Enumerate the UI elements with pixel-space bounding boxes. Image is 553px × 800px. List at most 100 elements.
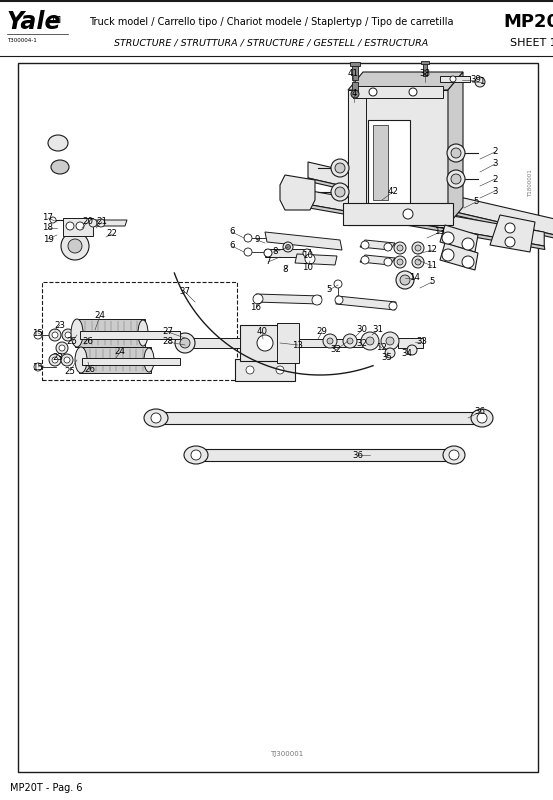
Text: 24: 24 — [114, 347, 126, 357]
Circle shape — [385, 348, 395, 358]
Text: 25: 25 — [66, 338, 77, 346]
Text: 17: 17 — [43, 214, 54, 222]
Text: 2: 2 — [492, 147, 498, 157]
Text: 39: 39 — [471, 75, 482, 85]
Circle shape — [369, 88, 377, 96]
Bar — [423, 62, 427, 76]
Text: 8: 8 — [272, 247, 278, 257]
Polygon shape — [308, 162, 553, 237]
Bar — [421, 61, 429, 64]
Text: 12: 12 — [426, 246, 437, 254]
Bar — [373, 125, 388, 200]
Polygon shape — [448, 72, 463, 225]
Circle shape — [49, 329, 61, 341]
Bar — [348, 90, 448, 225]
Text: 13: 13 — [435, 227, 446, 237]
Circle shape — [312, 295, 322, 305]
Text: 31: 31 — [373, 326, 383, 334]
Text: SHEET 1: SHEET 1 — [510, 38, 553, 48]
Circle shape — [447, 144, 465, 162]
Circle shape — [381, 332, 399, 350]
Text: 21: 21 — [97, 218, 107, 226]
Bar — [398, 338, 423, 348]
Circle shape — [361, 332, 379, 350]
Polygon shape — [440, 225, 478, 252]
Text: 6: 6 — [229, 227, 235, 237]
Circle shape — [335, 296, 343, 304]
Circle shape — [442, 232, 454, 244]
Circle shape — [52, 357, 58, 363]
Text: 5: 5 — [473, 198, 479, 206]
Text: 34: 34 — [401, 349, 413, 358]
Text: 4: 4 — [351, 90, 357, 98]
Text: 24: 24 — [95, 311, 106, 321]
Ellipse shape — [471, 409, 493, 427]
Circle shape — [175, 333, 195, 353]
Text: T300004-1: T300004-1 — [7, 38, 36, 43]
Circle shape — [65, 332, 71, 338]
Circle shape — [386, 337, 394, 345]
Circle shape — [505, 237, 515, 247]
Circle shape — [442, 249, 454, 261]
Circle shape — [394, 242, 406, 254]
Text: 29: 29 — [316, 327, 327, 337]
Text: 19: 19 — [43, 234, 54, 243]
Circle shape — [253, 294, 263, 304]
Text: 5: 5 — [429, 278, 435, 286]
Circle shape — [331, 159, 349, 177]
Polygon shape — [295, 254, 337, 265]
Circle shape — [450, 76, 456, 82]
Text: 27: 27 — [163, 327, 174, 337]
Circle shape — [244, 234, 252, 242]
Circle shape — [347, 338, 353, 344]
Ellipse shape — [144, 409, 168, 427]
Circle shape — [412, 256, 424, 268]
Bar — [79, 347, 151, 373]
Circle shape — [276, 366, 284, 374]
Circle shape — [89, 219, 97, 227]
Circle shape — [394, 256, 406, 268]
Circle shape — [415, 259, 421, 265]
Polygon shape — [490, 215, 535, 252]
Ellipse shape — [443, 446, 465, 464]
Text: 33: 33 — [416, 338, 427, 346]
Bar — [352, 64, 358, 80]
Ellipse shape — [184, 446, 208, 464]
Circle shape — [335, 187, 345, 197]
Circle shape — [257, 335, 273, 351]
Polygon shape — [93, 220, 127, 226]
Circle shape — [361, 256, 369, 264]
Circle shape — [449, 450, 459, 460]
Text: 38: 38 — [420, 70, 430, 78]
Text: 23: 23 — [55, 321, 65, 330]
Text: 28: 28 — [163, 338, 174, 346]
Circle shape — [407, 345, 417, 355]
Text: 10: 10 — [302, 263, 314, 273]
Circle shape — [244, 248, 252, 256]
Text: 15: 15 — [33, 362, 44, 371]
Bar — [235, 359, 295, 381]
Circle shape — [97, 219, 105, 227]
Text: 16: 16 — [251, 303, 262, 313]
Circle shape — [477, 413, 487, 423]
Text: 6: 6 — [229, 242, 235, 250]
Circle shape — [66, 222, 74, 230]
Text: 36: 36 — [352, 450, 363, 459]
Text: 11: 11 — [426, 262, 437, 270]
Polygon shape — [308, 178, 553, 240]
Circle shape — [351, 90, 359, 98]
Circle shape — [384, 258, 392, 266]
Circle shape — [397, 259, 403, 265]
Text: 3: 3 — [492, 159, 498, 169]
Text: 8: 8 — [282, 266, 288, 274]
Circle shape — [343, 334, 357, 348]
Circle shape — [52, 332, 58, 338]
Polygon shape — [280, 175, 315, 210]
Circle shape — [59, 345, 65, 351]
Circle shape — [305, 254, 315, 264]
Text: 26: 26 — [82, 338, 93, 346]
Circle shape — [246, 366, 254, 374]
Polygon shape — [185, 338, 240, 348]
Polygon shape — [440, 243, 478, 270]
Bar — [352, 82, 358, 92]
